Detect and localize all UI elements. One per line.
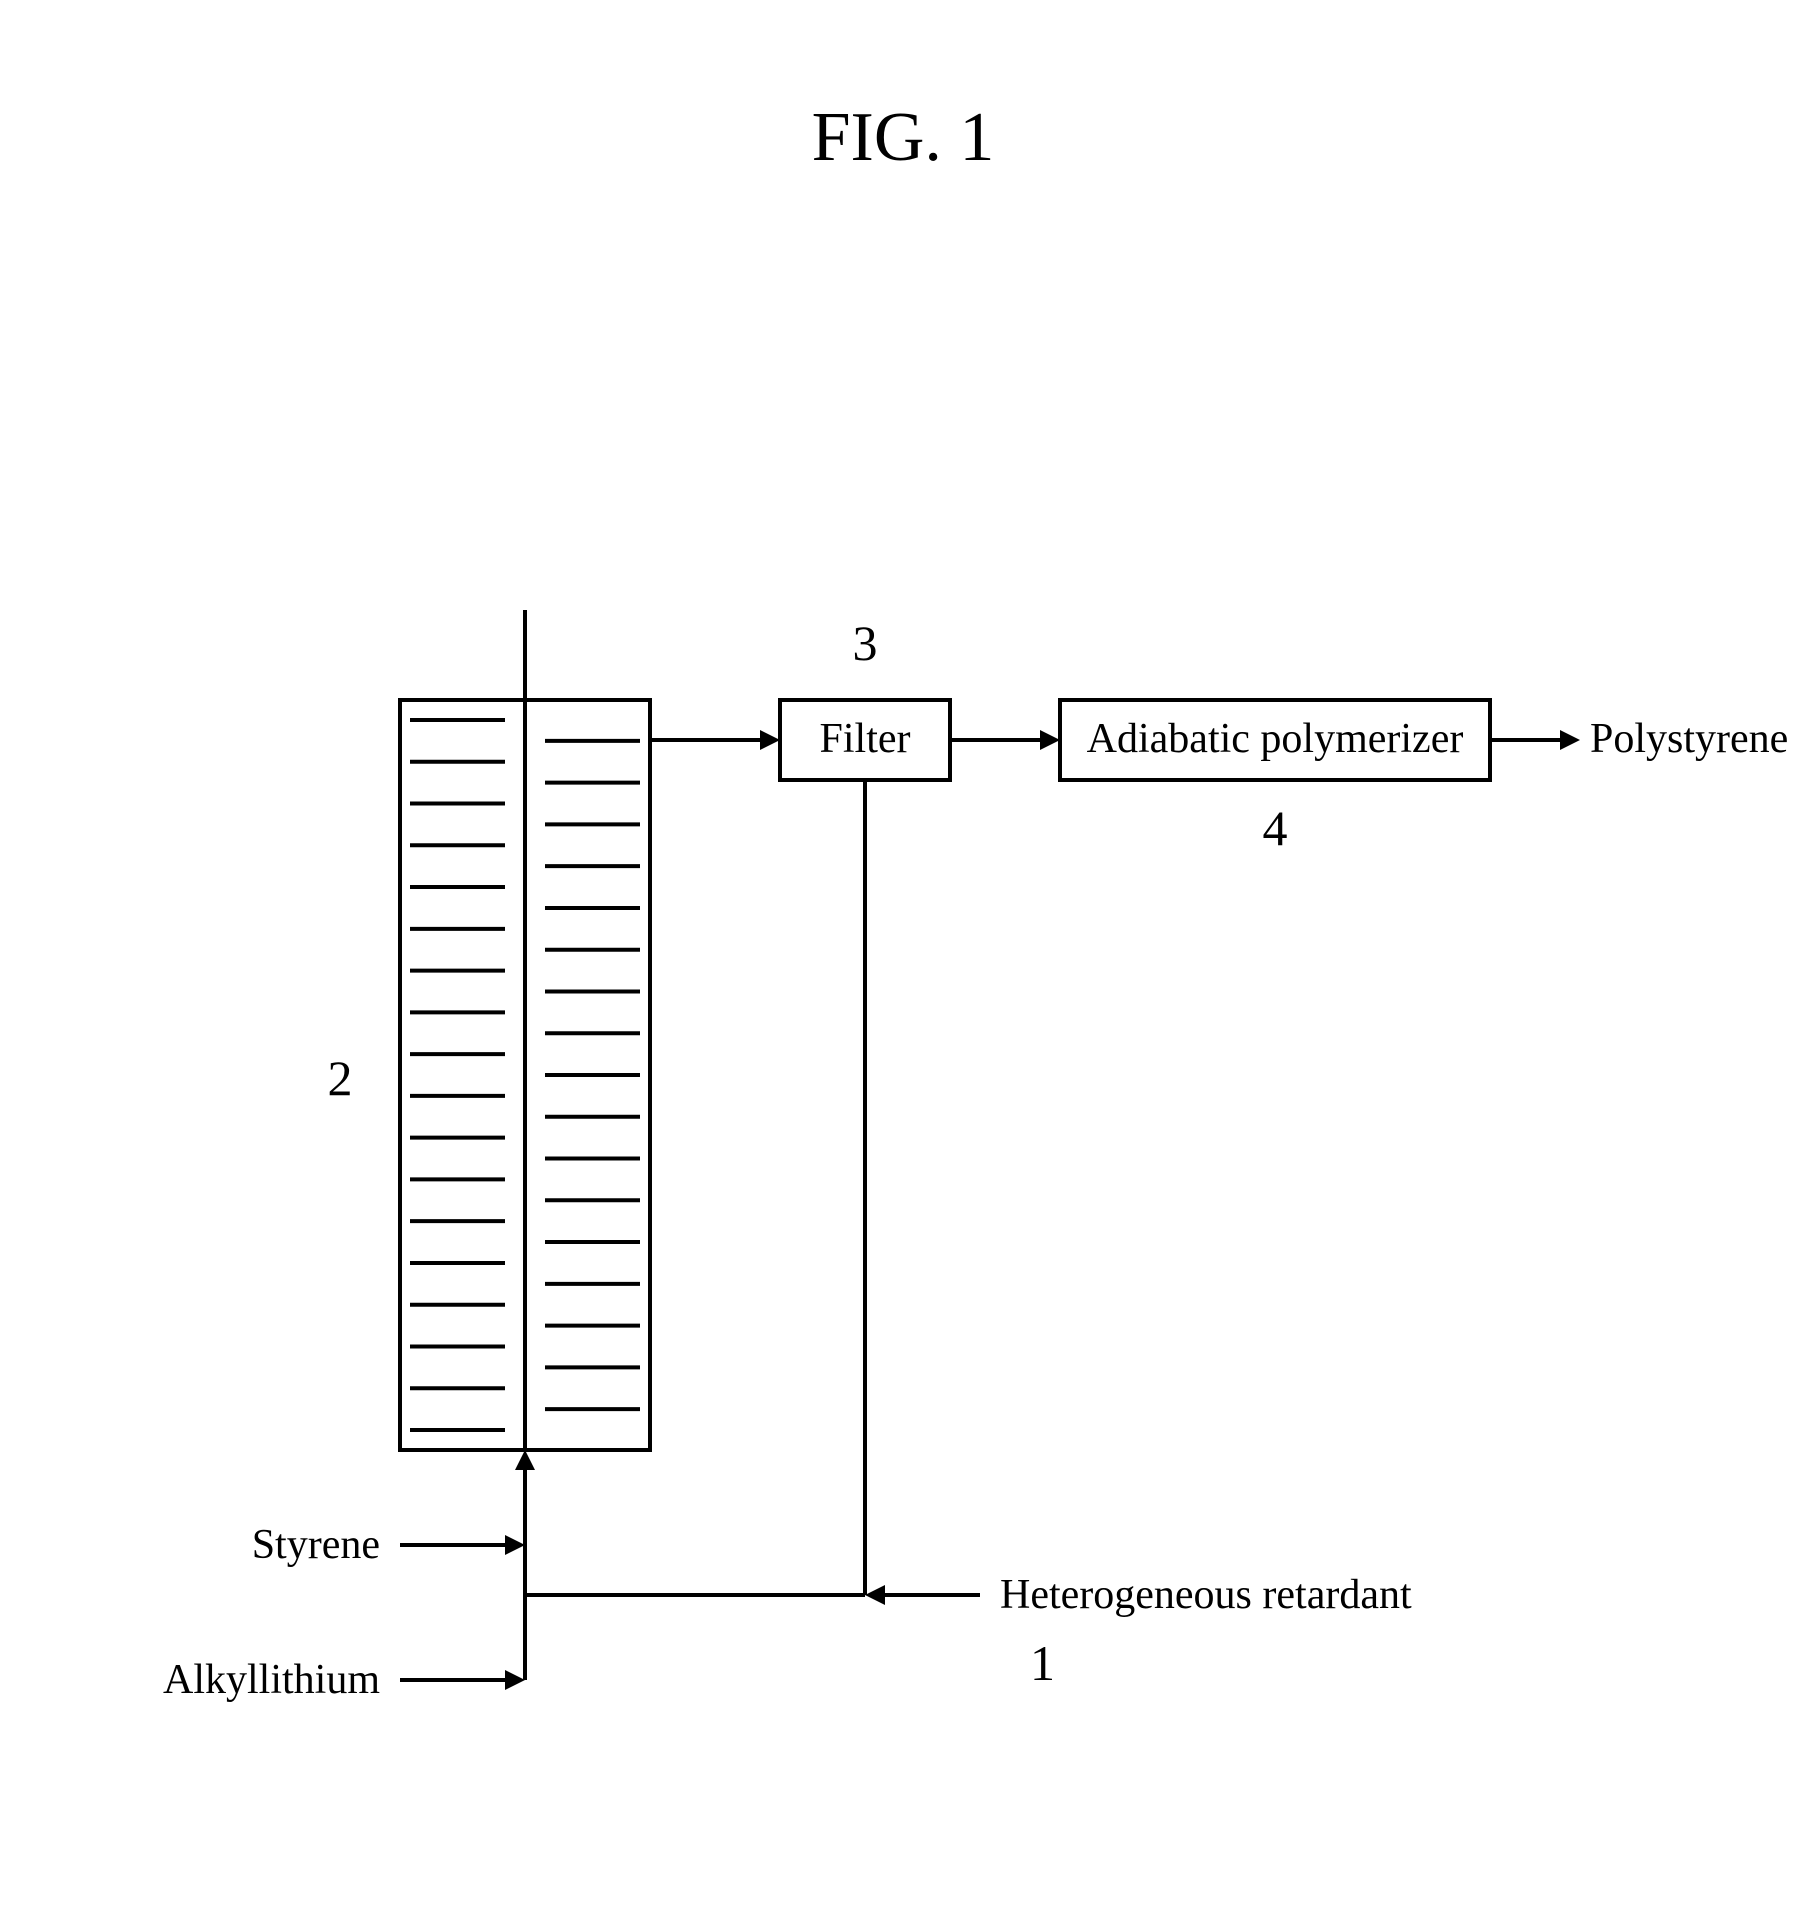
process-flowchart: FIG. 1 2 Filter 3 Adiabatic polymerizer … <box>0 0 1807 1921</box>
styrene-label: Styrene <box>252 1522 380 1568</box>
arrow-filter-to-polymerizer <box>950 730 1060 750</box>
arrow-retardant-in <box>865 1585 980 1605</box>
output-polystyrene-label: Polystyrene <box>1590 716 1788 762</box>
retardant-recycle-line <box>515 780 865 1680</box>
arrow-polymerizer-to-output <box>1490 730 1580 750</box>
arrow-alkyllithium-in <box>400 1670 525 1690</box>
figure-title: FIG. 1 <box>812 99 995 176</box>
node-number-4: 4 <box>1263 800 1288 856</box>
arrow-styrene-in <box>400 1535 525 1555</box>
filter-label: Filter <box>820 716 911 762</box>
reactor-column <box>400 700 650 1450</box>
retardant-label: Heterogeneous retardant <box>1000 1572 1412 1618</box>
polymerizer-label: Adiabatic polymerizer <box>1087 716 1464 762</box>
node-number-3: 3 <box>853 615 878 671</box>
node-number-1: 1 <box>1030 1635 1055 1691</box>
arrow-reactor-to-filter <box>650 730 780 750</box>
node-number-2: 2 <box>328 1050 353 1106</box>
alkyllithium-label: Alkyllithium <box>163 1657 380 1703</box>
